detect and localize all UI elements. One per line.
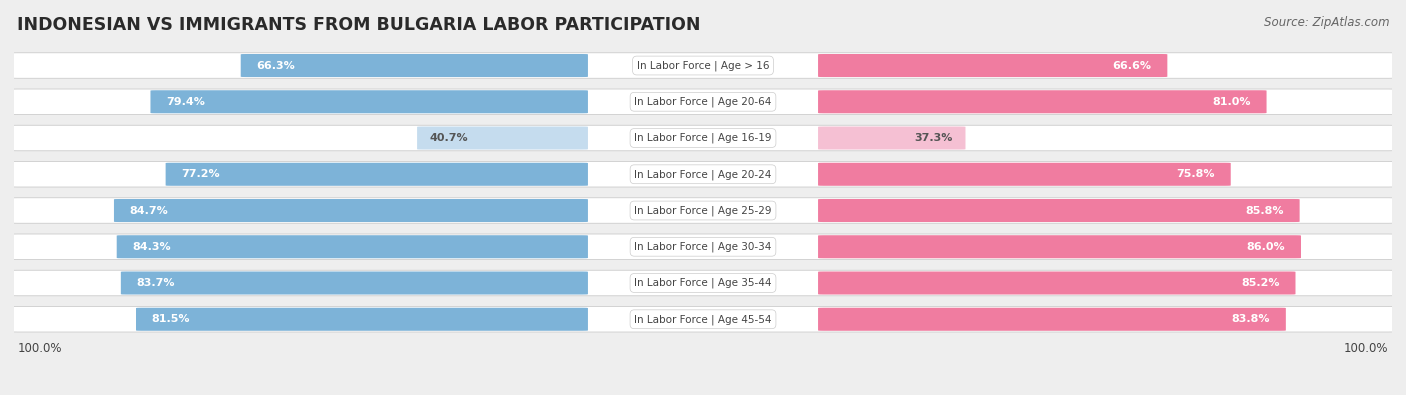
FancyBboxPatch shape [166,163,588,186]
FancyBboxPatch shape [818,271,1295,295]
FancyBboxPatch shape [10,270,1396,296]
Text: 81.0%: 81.0% [1212,97,1251,107]
Text: In Labor Force | Age 20-64: In Labor Force | Age 20-64 [634,96,772,107]
FancyBboxPatch shape [10,162,1396,187]
FancyBboxPatch shape [818,126,966,150]
FancyBboxPatch shape [818,90,1267,113]
Text: 100.0%: 100.0% [1344,342,1389,355]
FancyBboxPatch shape [818,163,1230,186]
FancyBboxPatch shape [818,54,1167,77]
FancyBboxPatch shape [818,308,1286,331]
Text: 79.4%: 79.4% [166,97,205,107]
Text: In Labor Force | Age 45-54: In Labor Force | Age 45-54 [634,314,772,325]
FancyBboxPatch shape [10,234,1396,260]
Text: 86.0%: 86.0% [1247,242,1285,252]
FancyBboxPatch shape [10,125,1396,151]
Text: 81.5%: 81.5% [152,314,190,324]
Text: In Labor Force | Age 16-19: In Labor Force | Age 16-19 [634,133,772,143]
Text: Source: ZipAtlas.com: Source: ZipAtlas.com [1264,16,1389,29]
Text: 66.6%: 66.6% [1112,60,1152,71]
Text: 84.7%: 84.7% [129,205,169,216]
Text: In Labor Force | Age 30-34: In Labor Force | Age 30-34 [634,241,772,252]
FancyBboxPatch shape [818,235,1301,258]
FancyBboxPatch shape [818,199,1299,222]
Text: 85.2%: 85.2% [1241,278,1279,288]
FancyBboxPatch shape [10,307,1396,332]
FancyBboxPatch shape [240,54,588,77]
Text: In Labor Force | Age 20-24: In Labor Force | Age 20-24 [634,169,772,179]
Text: 100.0%: 100.0% [17,342,62,355]
FancyBboxPatch shape [10,89,1396,115]
Text: 77.2%: 77.2% [181,169,221,179]
FancyBboxPatch shape [150,90,588,113]
Text: In Labor Force | Age 25-29: In Labor Force | Age 25-29 [634,205,772,216]
FancyBboxPatch shape [117,235,588,258]
FancyBboxPatch shape [418,126,588,150]
Text: 75.8%: 75.8% [1177,169,1215,179]
FancyBboxPatch shape [121,271,588,295]
FancyBboxPatch shape [114,199,588,222]
Text: 37.3%: 37.3% [915,133,953,143]
Text: 66.3%: 66.3% [256,60,295,71]
FancyBboxPatch shape [136,308,588,331]
Text: 83.8%: 83.8% [1232,314,1270,324]
Text: In Labor Force | Age > 16: In Labor Force | Age > 16 [637,60,769,71]
Text: 85.8%: 85.8% [1246,205,1284,216]
Text: INDONESIAN VS IMMIGRANTS FROM BULGARIA LABOR PARTICIPATION: INDONESIAN VS IMMIGRANTS FROM BULGARIA L… [17,16,700,34]
Text: 84.3%: 84.3% [132,242,172,252]
Text: 83.7%: 83.7% [136,278,176,288]
FancyBboxPatch shape [10,53,1396,78]
FancyBboxPatch shape [10,198,1396,223]
Text: In Labor Force | Age 35-44: In Labor Force | Age 35-44 [634,278,772,288]
Text: 40.7%: 40.7% [429,133,468,143]
